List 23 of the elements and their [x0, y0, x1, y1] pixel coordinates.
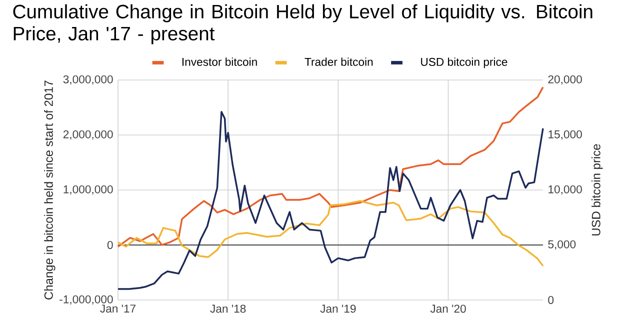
chart-title: Cumulative Change in Bitcoin Held by Level of Liquidity vs. Bitcoin Price, Jan '17 - present: [13, 4, 592, 44]
line-series: [117, 200, 544, 267]
y-axis-title: Change in bitcoin held since start of 2017: [44, 80, 56, 300]
legend-label: Investor bitcoin: [182, 58, 257, 66]
x-tick-label: Jan '19: [320, 304, 356, 313]
y-tick-label: -1,000,000: [60, 295, 113, 305]
y2-tick-label: 10,000: [548, 185, 582, 195]
y2-tick-label: 20,000: [548, 75, 582, 85]
y2-tick-label: 0: [548, 296, 554, 304]
x-tick-label: Jan '18: [210, 304, 246, 313]
y-tick-label: 2,000,000: [63, 130, 113, 140]
legend-label: Trader bitcoin: [304, 58, 373, 66]
y2-tick-label: 15,000: [548, 130, 582, 140]
y2-axis-title: USD bitcoin price: [592, 144, 603, 236]
line-series: [117, 86, 544, 248]
y2-tick-label: 5,000: [548, 240, 576, 250]
y-tick-label: 3,000,000: [63, 75, 113, 85]
x-tick-label: Jan '20: [430, 304, 466, 313]
legend-label: USD bitcoin price: [421, 58, 508, 68]
y-tick-label: 0: [107, 240, 113, 249]
y-tick-label: 1,000,000: [64, 185, 113, 195]
line-series: [117, 111, 544, 290]
x-tick-label: Jan '17: [100, 304, 136, 313]
